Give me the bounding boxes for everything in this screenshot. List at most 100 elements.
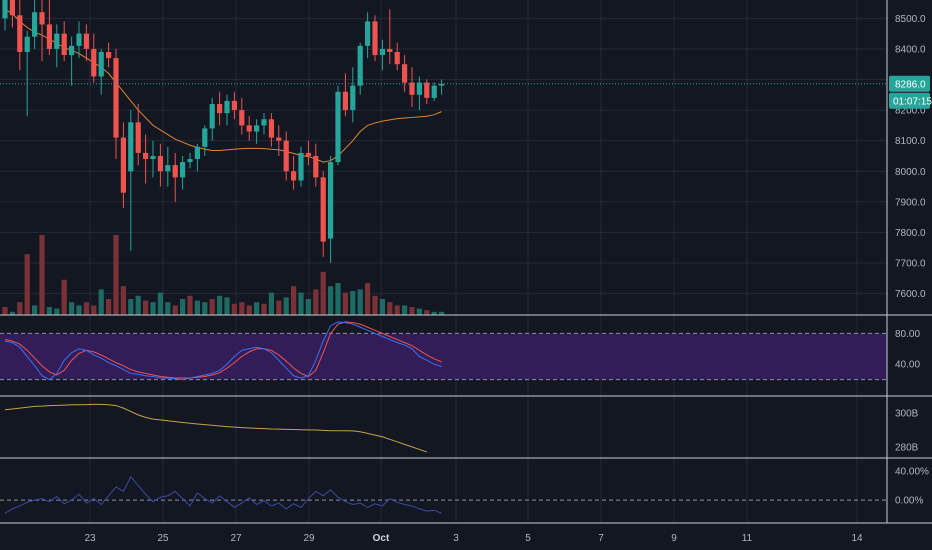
candle-body — [342, 91, 348, 111]
time-tick-label: 25 — [157, 533, 169, 544]
volume-bar — [194, 300, 200, 315]
time-axis[interactable]: 23 25 27 29 Oct 3 5 7 9 11 14 — [84, 533, 863, 544]
time-tick-label: 29 — [303, 533, 315, 544]
candle — [61, 21, 67, 62]
volume-bar — [157, 292, 163, 315]
candle-body — [231, 100, 237, 111]
price-tick-label: 7900.0 — [895, 197, 926, 208]
volume-bar — [231, 303, 237, 315]
candle — [202, 125, 208, 156]
candle-body — [150, 155, 156, 160]
candle — [365, 12, 371, 59]
candle — [187, 152, 193, 169]
candle — [69, 36, 75, 86]
volume-bar — [61, 279, 67, 315]
volume-bar — [150, 302, 156, 315]
candle — [328, 155, 334, 264]
candle-body — [187, 159, 193, 163]
stoch-tick-label: 80.00 — [895, 329, 920, 340]
candle — [268, 113, 274, 147]
candle-body — [298, 152, 304, 181]
volume-bar — [372, 295, 378, 315]
candle-body — [239, 110, 245, 126]
candle — [246, 116, 252, 141]
candle-body — [394, 51, 400, 65]
volume-bar — [298, 292, 304, 315]
candle-body — [305, 152, 311, 156]
candle-body — [372, 21, 378, 56]
candle-body — [2, 0, 8, 19]
candle-body — [113, 58, 119, 138]
candle — [276, 125, 282, 156]
percent-line — [4, 475, 442, 514]
candle-body — [276, 137, 282, 141]
volume-bar — [202, 302, 208, 315]
price-tick-label: 8200.0 — [895, 106, 926, 117]
volume-bar — [283, 297, 289, 315]
volume-bar — [335, 283, 341, 315]
candle — [291, 155, 297, 190]
price-tick-label: 8100.0 — [895, 136, 926, 147]
volume-bar — [209, 299, 215, 315]
candle-body — [335, 91, 341, 163]
candle-body — [246, 125, 252, 132]
candle — [209, 97, 215, 141]
volume-bar — [2, 307, 8, 315]
candle — [416, 76, 422, 111]
candle-body — [350, 85, 356, 111]
time-tick-label: Oct — [373, 533, 390, 544]
countdown-badge — [889, 92, 930, 109]
candle — [239, 97, 245, 135]
stoch-k-line — [4, 321, 442, 381]
candle-body — [224, 100, 230, 114]
countdown-label: 01:07:15 — [893, 96, 932, 107]
candle — [394, 42, 400, 71]
candle — [313, 143, 319, 187]
volume-bar — [320, 271, 326, 315]
candle-body — [54, 33, 60, 49]
price-tick-label: 7800.0 — [895, 228, 926, 239]
volume-bar — [187, 295, 193, 315]
candle-body — [39, 12, 45, 25]
price-tick-label: 8000.0 — [895, 167, 926, 178]
last-price-badge — [889, 75, 930, 92]
volume-bar — [39, 235, 45, 315]
volume-bar — [54, 308, 60, 315]
candle — [113, 48, 119, 160]
candle-body — [379, 48, 385, 56]
time-tick-label: 11 — [742, 533, 753, 544]
indicator-panels — [0, 0, 932, 524]
candles[interactable] — [2, 0, 445, 264]
volume-bar — [76, 305, 82, 315]
last-price-marker: 8286.0 01:07:15 — [0, 75, 932, 109]
candle — [32, 0, 38, 49]
volume-bar — [172, 305, 178, 315]
grid — [0, 0, 887, 522]
volume-bar — [416, 308, 422, 315]
volume-bar — [276, 300, 282, 315]
price-tick-label: 8400.0 — [895, 44, 926, 55]
volume-bar — [328, 286, 334, 315]
candle — [83, 24, 89, 62]
volume-bar — [224, 297, 230, 315]
candle-body — [365, 21, 371, 46]
volume-bar — [46, 307, 52, 315]
candle — [231, 91, 237, 120]
candle — [17, 0, 23, 71]
candle-body — [268, 119, 274, 138]
volume-bar — [350, 291, 356, 315]
price-tick-label: 7700.0 — [895, 259, 926, 270]
candle-body — [254, 125, 260, 132]
candle-body — [439, 83, 445, 86]
candle-body — [416, 82, 422, 95]
candle — [224, 94, 230, 126]
candle-body — [328, 162, 334, 239]
volume-bar — [106, 299, 112, 315]
candle — [254, 119, 260, 144]
candle — [320, 171, 326, 257]
volume-bar — [402, 305, 408, 315]
candle — [165, 146, 171, 187]
volume-bar — [32, 305, 38, 315]
candle-body — [291, 171, 297, 181]
